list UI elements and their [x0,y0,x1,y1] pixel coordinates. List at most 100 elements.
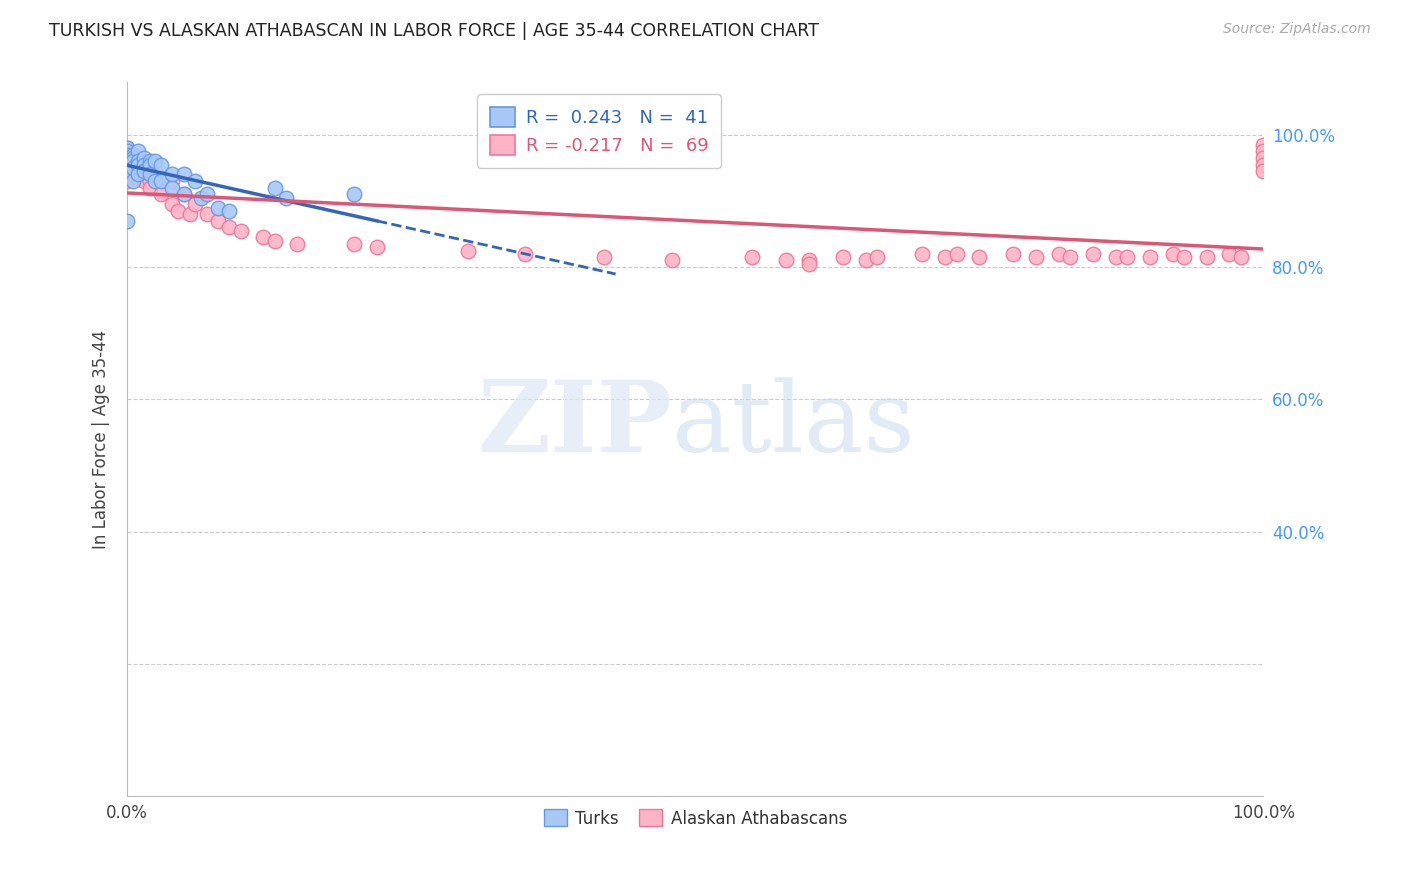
Point [969,250,991,264]
Point [1161,247,1184,261]
Point [132,174,155,188]
Point [121,174,143,188]
Point [115,141,138,155]
Point [115,157,138,171]
Point [138,174,160,188]
Point [138,157,160,171]
Point [127,157,149,171]
Point [132,164,155,178]
Point [195,207,218,221]
Point [797,257,820,271]
Point [127,170,149,185]
Point [115,164,138,178]
Point [1139,250,1161,264]
Point [1253,164,1275,178]
Point [162,197,184,211]
Point [343,236,366,251]
Point [127,164,149,178]
Point [121,151,143,165]
Point [207,214,229,228]
Point [115,157,138,171]
Y-axis label: In Labor Force | Age 35-44: In Labor Force | Age 35-44 [93,329,110,549]
Point [775,253,797,268]
Point [866,250,889,264]
Point [115,141,138,155]
Point [287,236,309,251]
Point [115,174,138,188]
Point [1059,250,1081,264]
Point [263,234,285,248]
Point [1253,137,1275,152]
Point [593,250,616,264]
Point [195,187,218,202]
Point [218,203,240,218]
Point [229,224,252,238]
Point [162,174,184,188]
Point [179,207,201,221]
Point [1195,250,1218,264]
Point [173,187,195,202]
Point [1105,250,1128,264]
Text: atlas: atlas [672,376,915,473]
Point [1047,247,1070,261]
Point [173,168,195,182]
Point [115,168,138,182]
Point [150,187,173,202]
Point [274,191,297,205]
Point [252,230,274,244]
Point [115,147,138,161]
Point [121,154,143,169]
Point [190,191,212,205]
Text: Source: ZipAtlas.com: Source: ZipAtlas.com [1223,22,1371,37]
Point [832,250,855,264]
Point [115,154,138,169]
Point [138,154,160,169]
Point [1002,247,1025,261]
Point [162,180,184,194]
Point [457,244,479,258]
Point [1081,247,1104,261]
Point [127,151,149,165]
Point [1253,145,1275,159]
Point [115,145,138,159]
Point [132,151,155,165]
Point [184,174,207,188]
Point [207,201,229,215]
Point [366,240,388,254]
Point [115,154,138,169]
Point [138,168,160,182]
Point [115,161,138,175]
Point [1218,247,1240,261]
Point [115,151,138,165]
Text: TURKISH VS ALASKAN ATHABASCAN IN LABOR FORCE | AGE 35-44 CORRELATION CHART: TURKISH VS ALASKAN ATHABASCAN IN LABOR F… [49,22,820,40]
Point [150,157,173,171]
Point [127,154,149,169]
Point [115,145,138,159]
Point [145,174,167,188]
Point [121,164,143,178]
Point [263,180,285,194]
Point [1253,157,1275,171]
Point [121,161,143,175]
Point [1253,151,1275,165]
Point [218,220,240,235]
Point [945,247,967,261]
Point [513,247,536,261]
Point [167,203,190,218]
Point [797,253,820,268]
Point [121,154,143,169]
Point [145,154,167,169]
Point [132,154,155,169]
Point [138,180,160,194]
Point [855,253,877,268]
Point [343,187,366,202]
Point [173,187,195,202]
Point [741,250,763,264]
Legend: Turks, Alaskan Athabascans: Turks, Alaskan Athabascans [537,803,853,834]
Point [127,145,149,159]
Text: ZIP: ZIP [478,376,672,474]
Point [132,157,155,171]
Point [115,151,138,165]
Point [1229,250,1251,264]
Point [661,253,683,268]
